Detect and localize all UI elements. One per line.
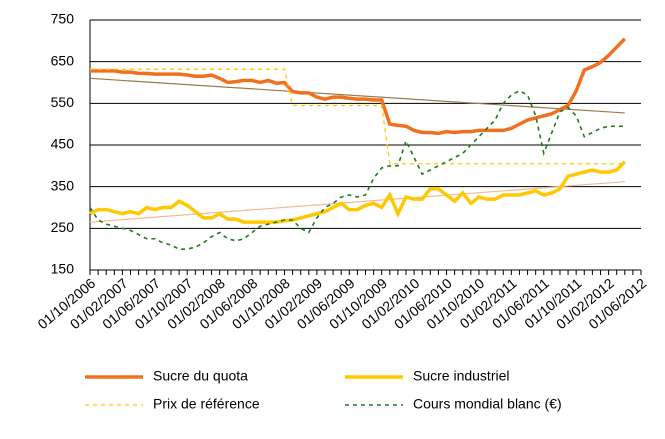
legend-label: Sucre du quota [153,368,248,384]
series-line [90,37,627,136]
y-tick-label: 650 [51,52,75,68]
legend-label: Prix de référence [153,396,260,412]
series-line [89,160,627,224]
y-tick-label: 250 [51,219,75,235]
series-line [89,89,625,250]
trend-line [89,181,625,223]
y-tick-label: 150 [51,261,75,277]
y-tick-label: 550 [51,94,75,110]
legend-label: Sucre industriel [413,368,510,384]
y-tick-label: 750 [51,11,75,27]
series-line [90,68,625,165]
y-tick-label: 350 [51,177,75,193]
trend-line [89,77,625,114]
legend-label: Cours mondial blanc (€) [413,396,562,412]
y-tick-label: 450 [51,136,75,152]
